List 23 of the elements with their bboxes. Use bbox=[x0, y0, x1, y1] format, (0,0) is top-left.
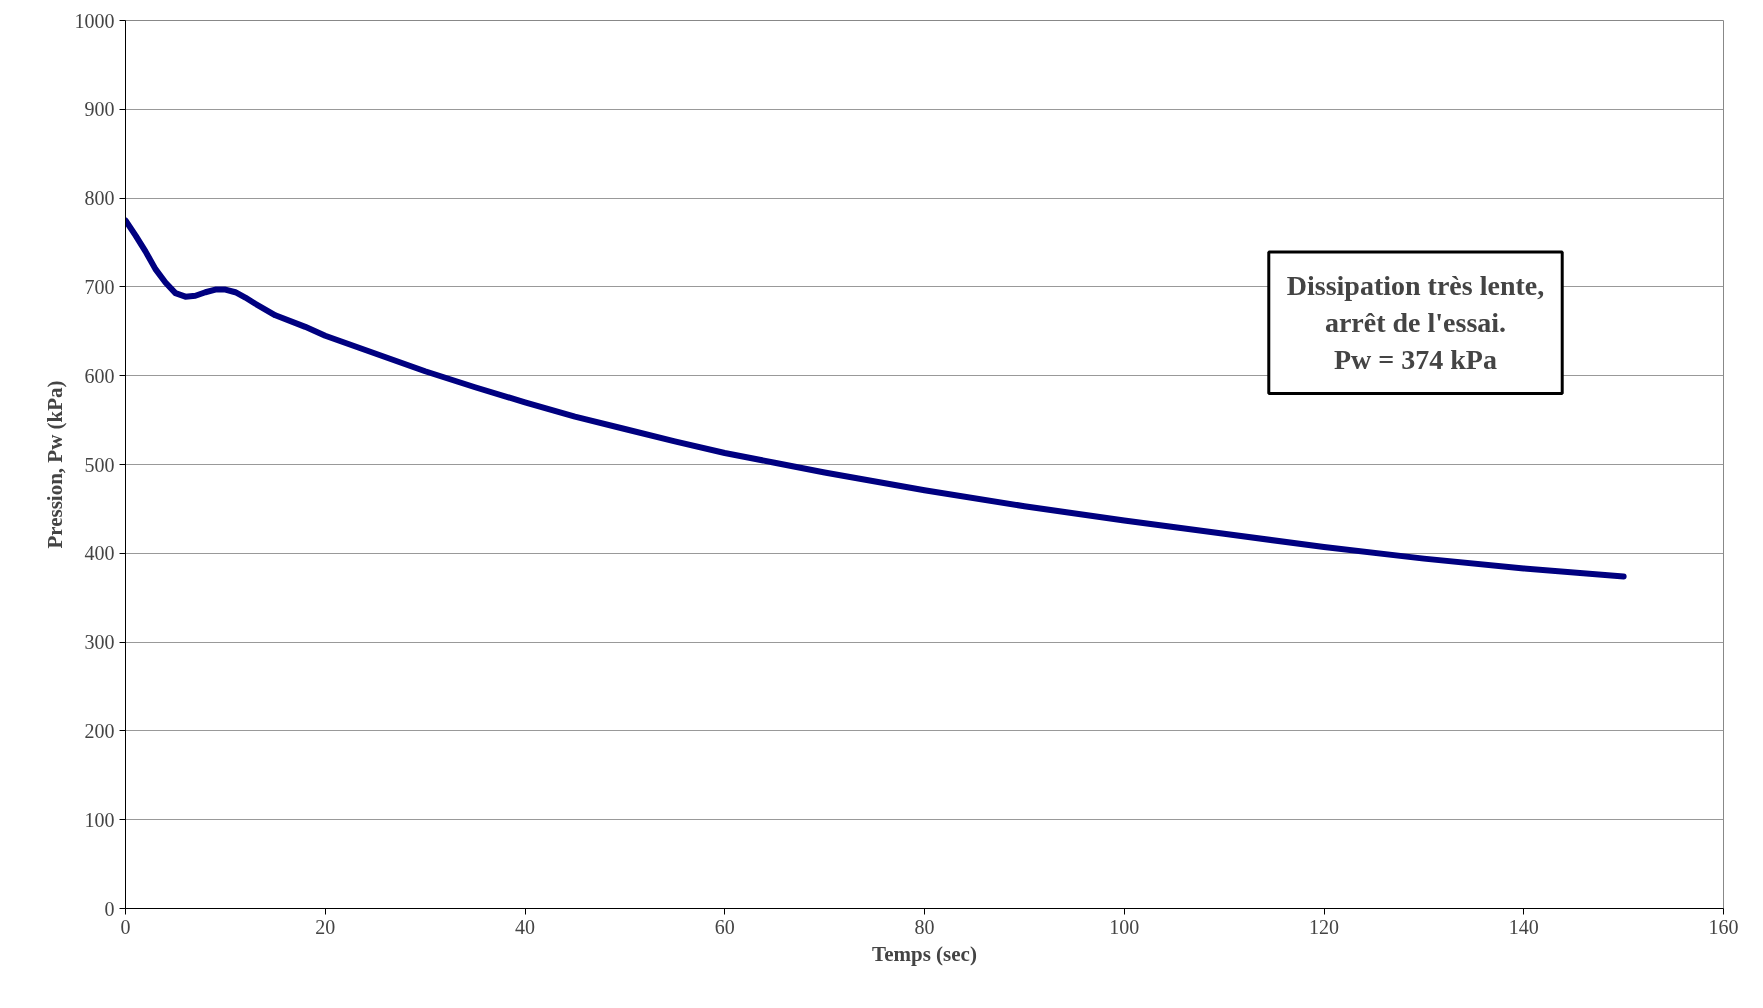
y-tick-label: 800 bbox=[84, 187, 115, 210]
x-tick-label: 120 bbox=[1309, 915, 1339, 938]
x-tick-label: 140 bbox=[1508, 915, 1539, 938]
y-tick-label: 900 bbox=[84, 98, 115, 121]
y-tick-label: 700 bbox=[84, 275, 115, 298]
x-tick-label: 80 bbox=[914, 915, 935, 938]
y-axis-title: Pression, Pw (kPa) bbox=[42, 380, 67, 549]
y-tick-label: 0 bbox=[104, 897, 115, 920]
y-tick-label: 600 bbox=[84, 364, 115, 387]
x-axis-title: Temps (sec) bbox=[872, 941, 977, 966]
y-tick-label: 300 bbox=[84, 631, 115, 654]
x-tick-label: 60 bbox=[714, 915, 735, 938]
annotation: Dissipation très lente, arrêt de l'essai. Pw = 374 kPa bbox=[1286, 270, 1545, 376]
y-tick-label: 200 bbox=[84, 719, 115, 742]
y-tick-label: 500 bbox=[84, 453, 115, 476]
x-tick-label: 0 bbox=[120, 915, 131, 938]
x-tick-label: 20 bbox=[315, 915, 336, 938]
x-tick-label: 100 bbox=[1109, 915, 1140, 938]
y-tick-label: 1000 bbox=[74, 9, 115, 32]
x-tick-label: 40 bbox=[515, 915, 535, 938]
x-tick-label: 160 bbox=[1708, 915, 1739, 938]
y-tick-label: 400 bbox=[84, 542, 115, 565]
y-tick-label: 100 bbox=[84, 808, 115, 831]
